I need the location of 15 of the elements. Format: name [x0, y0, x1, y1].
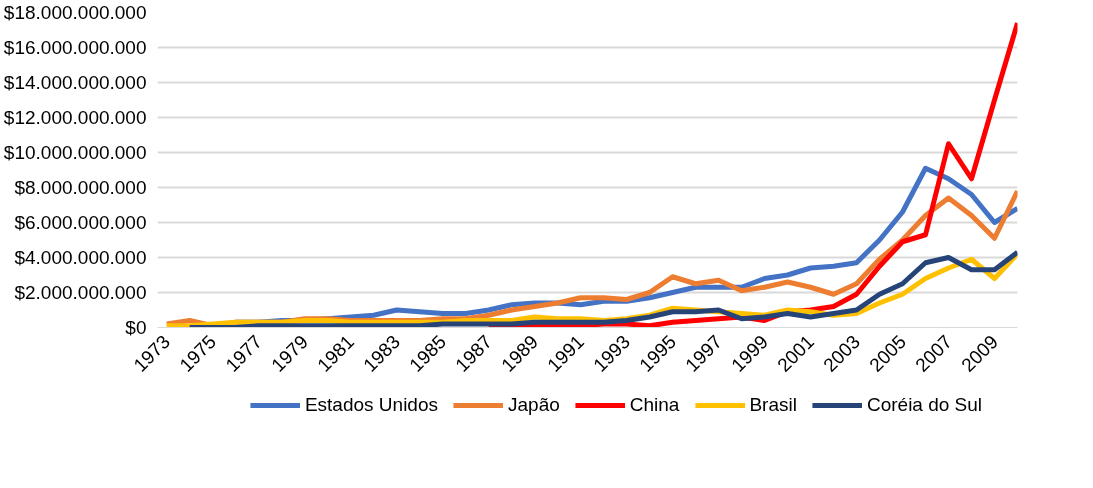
y-tick-label: $14.000.000.000: [3, 72, 147, 93]
y-tick-label: $18.000.000.000: [3, 2, 147, 23]
y-tick-label: $12.000.000.000: [3, 107, 147, 128]
legend-label: China: [629, 394, 680, 416]
y-tick-label: $2.000.000.000: [14, 282, 147, 303]
y-tick-label: $0: [125, 317, 147, 338]
y-tick-label: $16.000.000.000: [3, 37, 147, 58]
legend-label: Estados Unidos: [304, 394, 438, 416]
y-tick-label: $8.000.000.000: [14, 177, 147, 198]
y-tick-label: $6.000.000.000: [14, 212, 147, 233]
legend-label: Brasil: [749, 394, 797, 416]
y-tick-label: $10.000.000.000: [3, 142, 147, 163]
legend-label: Japão: [508, 394, 560, 416]
y-tick-label: $4.000.000.000: [14, 247, 147, 268]
legend-label: Coréia do Sul: [866, 394, 983, 416]
